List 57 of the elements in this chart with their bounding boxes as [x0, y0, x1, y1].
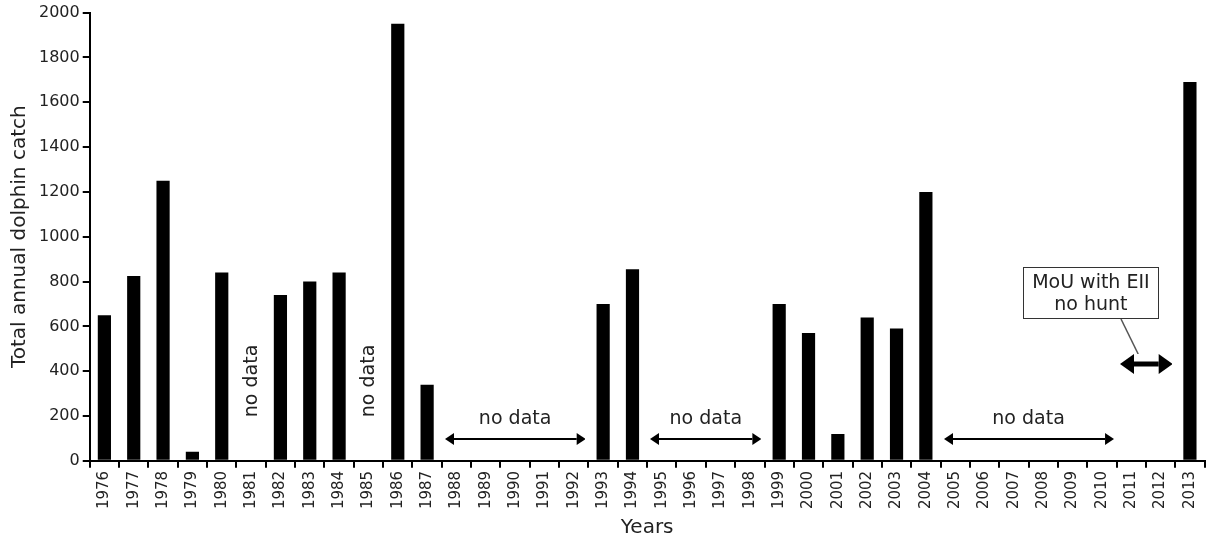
- y-tick-label: 1800: [39, 46, 80, 66]
- x-tick-label: 1992: [563, 470, 582, 510]
- x-tick-label: 1999: [769, 470, 788, 510]
- annotation: no data: [356, 344, 380, 418]
- annotation: no data: [669, 405, 743, 429]
- y-tick-label: 600: [49, 315, 80, 335]
- x-tick-label: 1985: [358, 470, 377, 510]
- x-tick-label: 1987: [417, 470, 435, 510]
- x-tick-label: 1994: [622, 470, 641, 510]
- x-tick-label: 1979: [182, 470, 201, 510]
- x-tick-label: 1984: [328, 470, 347, 510]
- annotation: no data: [992, 405, 1065, 429]
- x-tick-label: 1997: [710, 470, 729, 510]
- y-tick-label: 2000: [39, 1, 80, 21]
- x-tick-label: 1998: [739, 470, 758, 510]
- x-tick-label: 1977: [123, 470, 142, 510]
- y-tick-label: 1400: [39, 136, 80, 156]
- x-tick-label: 2005: [945, 470, 964, 510]
- x-tick-label: 2013: [1179, 470, 1198, 510]
- annotation: MoU with EII no hunt: [1023, 267, 1159, 319]
- x-tick-label: 1996: [681, 470, 700, 510]
- x-tick-label: 2006: [974, 470, 993, 510]
- x-tick-label: 2002: [857, 470, 876, 510]
- x-tick-label: 1988: [446, 470, 465, 510]
- x-axis-title: Years: [619, 514, 674, 539]
- x-tick-label: 2008: [1033, 470, 1052, 510]
- x-tick-label: 1981: [240, 470, 259, 510]
- x-tick-label: 2012: [1150, 470, 1169, 510]
- x-tick-label: 2001: [827, 470, 846, 510]
- annotation: no data: [478, 405, 552, 429]
- y-tick-label: 1600: [39, 91, 80, 111]
- x-tick-label: 2009: [1062, 470, 1081, 510]
- x-tick-label: 2010: [1091, 470, 1110, 510]
- x-tick-label: 1980: [211, 470, 230, 510]
- y-tick-label: 200: [49, 405, 80, 425]
- x-tick-label: 2007: [1003, 470, 1022, 510]
- x-tick-label: 1986: [387, 470, 406, 510]
- x-tick-label: 1995: [651, 470, 670, 510]
- x-tick-label: 1991: [534, 470, 553, 510]
- x-tick-label: 1978: [152, 470, 171, 510]
- x-tick-label: 1976: [94, 470, 113, 510]
- x-tick-label: 1982: [270, 470, 289, 510]
- y-axis-title: Total annual dolphin catch: [6, 105, 31, 370]
- x-tick-label: 1983: [299, 470, 318, 510]
- x-tick-label: 2004: [915, 470, 934, 510]
- x-tick-label: 1990: [505, 470, 524, 510]
- y-tick-label: 1200: [39, 181, 80, 201]
- annotation: no data: [239, 344, 262, 418]
- y-tick-label: 1000: [39, 225, 80, 245]
- x-tick-label: 2011: [1121, 470, 1140, 510]
- y-tick-label: 0: [69, 449, 80, 469]
- x-tick-label: 2000: [798, 470, 817, 510]
- y-tick-label: 800: [49, 270, 80, 290]
- y-tick-label: 400: [49, 360, 80, 380]
- x-tick-label: 1989: [475, 470, 494, 510]
- x-tick-label: 1993: [593, 470, 612, 510]
- x-tick-label: 2003: [886, 470, 905, 510]
